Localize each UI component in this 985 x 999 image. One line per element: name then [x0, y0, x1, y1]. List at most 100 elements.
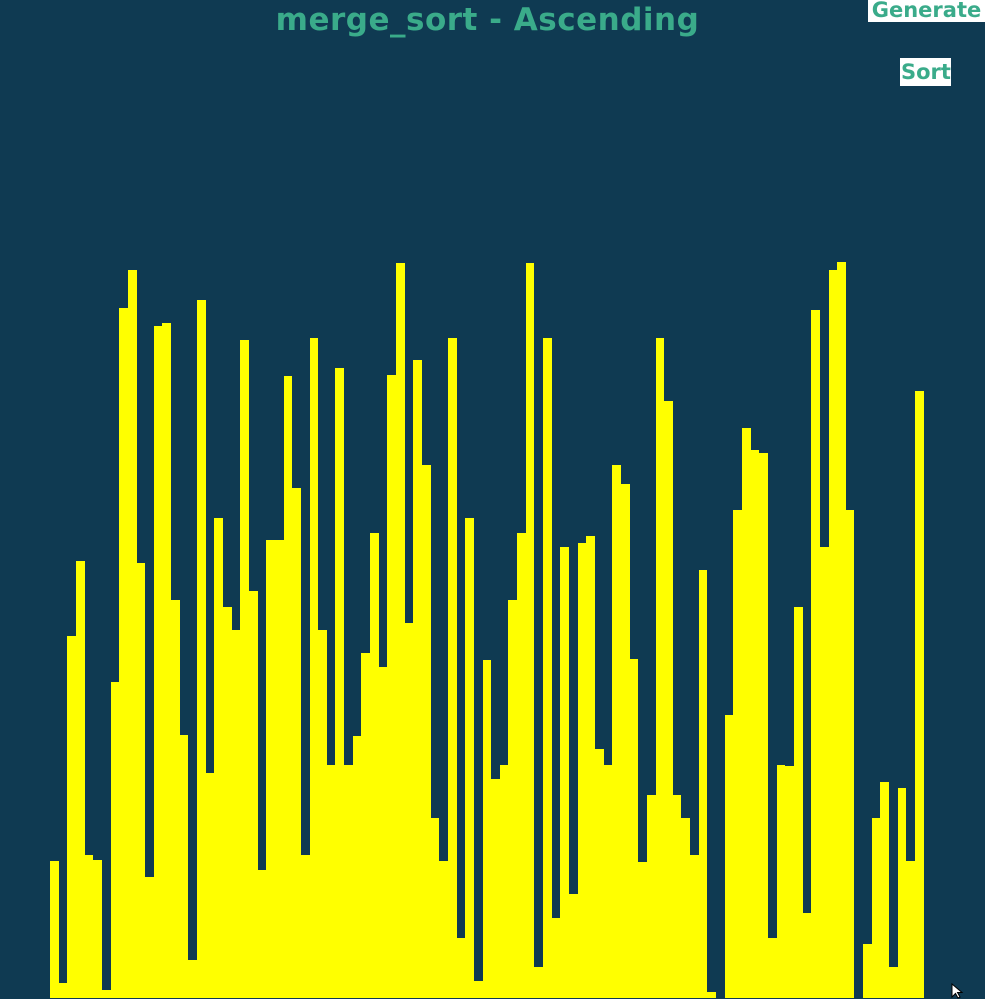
bar [483, 660, 491, 998]
bar [759, 453, 768, 998]
bar [387, 375, 396, 998]
bar [768, 938, 777, 998]
bar [457, 938, 465, 998]
bar [526, 263, 534, 998]
bar [664, 401, 673, 998]
bar [811, 310, 820, 998]
bar [803, 913, 811, 998]
bar [396, 263, 405, 998]
mouse-cursor-icon [951, 983, 964, 999]
bar [59, 983, 67, 998]
bar [197, 300, 206, 998]
bar [508, 600, 517, 998]
bar [301, 855, 310, 998]
bar [863, 944, 872, 998]
bar [119, 308, 128, 998]
bar [361, 653, 370, 998]
bar [794, 607, 803, 998]
bar [439, 861, 448, 998]
bar [85, 855, 93, 998]
bar [552, 918, 560, 998]
bar [162, 323, 171, 998]
bar [188, 960, 197, 998]
bar [448, 338, 457, 998]
bar [777, 765, 785, 998]
bar [318, 630, 327, 998]
bar [310, 338, 318, 998]
bar [223, 607, 232, 998]
bar [673, 795, 681, 998]
bar [638, 862, 647, 998]
bar [785, 766, 794, 998]
bar [145, 877, 154, 998]
bar [647, 795, 656, 998]
bar [67, 636, 76, 998]
bar [128, 270, 137, 998]
bar [249, 591, 258, 998]
bar [915, 391, 924, 998]
bar [111, 682, 119, 998]
bar [742, 428, 751, 998]
bar [733, 510, 742, 998]
bar [612, 465, 621, 998]
bar [232, 630, 240, 998]
bar [171, 600, 180, 998]
bar [725, 715, 733, 998]
bar [595, 749, 604, 998]
bar [76, 561, 85, 998]
bar [534, 967, 543, 998]
bar [102, 990, 111, 998]
bar [543, 338, 552, 998]
bar [880, 782, 889, 998]
generate-button[interactable]: Generate [868, 0, 985, 22]
bar [474, 981, 483, 998]
bar [707, 992, 716, 998]
bar [491, 779, 500, 998]
bar [560, 547, 569, 998]
bar [604, 765, 612, 998]
bar [292, 488, 301, 998]
bar [379, 667, 387, 998]
bar [906, 861, 915, 998]
bar [630, 659, 638, 998]
bar [266, 540, 275, 998]
bar [578, 543, 586, 998]
bar [327, 765, 335, 998]
bar [829, 270, 837, 998]
bar [872, 818, 880, 998]
bar [681, 818, 690, 998]
bar [586, 536, 595, 998]
bar [656, 338, 664, 998]
page-title: merge_sort - Ascending [275, 2, 700, 38]
bar [335, 368, 344, 998]
bar [422, 465, 431, 998]
bar [258, 870, 266, 998]
bar [275, 540, 284, 998]
bar [180, 735, 188, 998]
bar [50, 861, 59, 998]
bar [93, 860, 102, 998]
bar [154, 326, 162, 998]
bar [353, 736, 361, 998]
bar [405, 623, 413, 998]
bar [569, 894, 578, 998]
bar [137, 563, 145, 998]
bar [846, 510, 854, 998]
bar [206, 773, 214, 998]
bar [413, 360, 422, 998]
bar [431, 818, 439, 998]
bar [370, 533, 379, 998]
bar [240, 340, 249, 998]
bar [621, 484, 630, 998]
bar [517, 533, 526, 998]
bar [344, 765, 353, 998]
bar [465, 518, 474, 998]
bar [898, 788, 906, 998]
bar [751, 450, 759, 998]
bar [284, 376, 292, 998]
sort-button[interactable]: Sort [900, 58, 951, 86]
bar [820, 547, 829, 998]
bar [500, 765, 508, 998]
bar [690, 855, 699, 998]
